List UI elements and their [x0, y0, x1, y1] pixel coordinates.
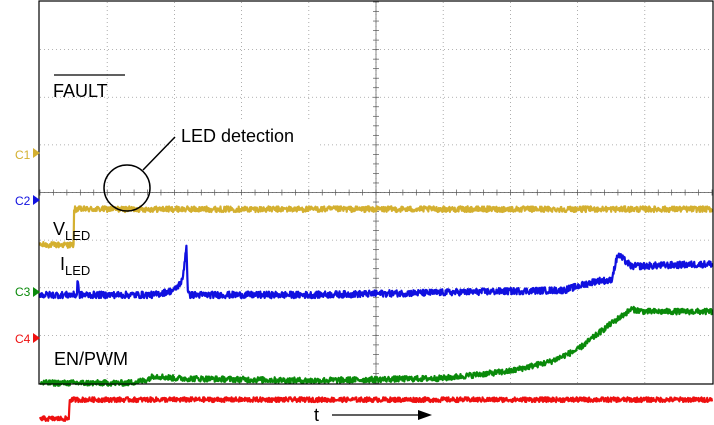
channel-marker-c2 — [33, 195, 40, 205]
annotation-text-bg — [178, 122, 318, 148]
channel-labels: C1 C2 C3 C4 — [15, 148, 40, 346]
time-axis: t — [314, 405, 432, 425]
led-detection-annotation: LED detection — [103, 122, 318, 212]
traces — [38, 205, 714, 422]
signal-labels: FAULT VLED ILED EN/PWM — [53, 74, 128, 369]
channel-marker-c4 — [33, 333, 40, 343]
grid — [39, 1, 713, 384]
trace-c2 — [38, 244, 714, 300]
annotation-circle — [103, 164, 151, 212]
trace-c3 — [39, 305, 714, 387]
time-axis-arrowhead — [418, 410, 432, 420]
channel-marker-c3 — [33, 287, 40, 297]
channel-marker-c1 — [33, 148, 40, 158]
channel-label-c1: C1 — [15, 148, 31, 162]
channel-label-c3: C3 — [15, 285, 31, 299]
trace-c1 — [38, 205, 714, 249]
iled-label: ILED — [60, 254, 90, 278]
channel-label-c4: C4 — [15, 332, 31, 346]
plot-frame — [38, 0, 714, 385]
annotation-leader — [142, 136, 176, 171]
annotation-text: LED detection — [181, 126, 294, 146]
vled-label: VLED — [53, 219, 90, 243]
trace-c4 — [38, 396, 714, 422]
channel-label-c2: C2 — [15, 194, 31, 208]
fault-label: FAULT — [53, 81, 108, 101]
en-pwm-label: EN/PWM — [54, 349, 128, 369]
time-axis-label: t — [314, 405, 319, 425]
